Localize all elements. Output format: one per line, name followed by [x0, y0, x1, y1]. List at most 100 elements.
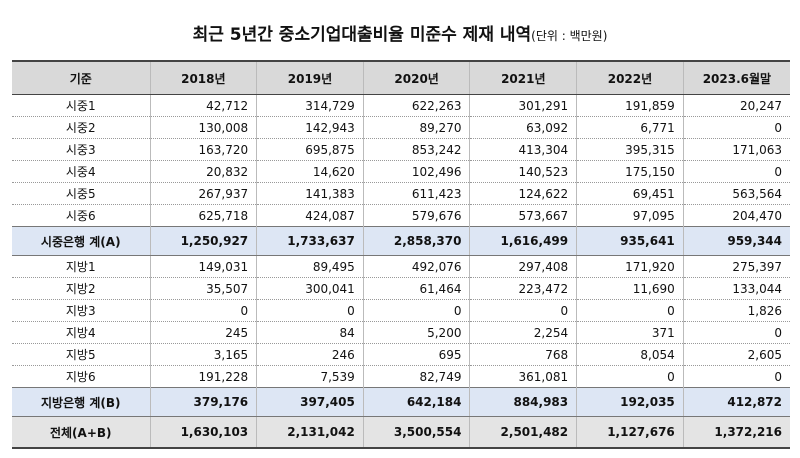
cell: 1,250,927	[149, 226, 258, 256]
row-label: 시중5	[12, 182, 151, 205]
cell: 192,035	[576, 387, 684, 417]
cell: 35,507	[149, 277, 258, 300]
cell: 0	[256, 299, 364, 322]
cell: 2,131,042	[256, 416, 364, 449]
cell: 7,539	[256, 365, 364, 388]
cell: 563,564	[682, 182, 790, 205]
cell: 2,501,482	[469, 416, 578, 449]
cell: 622,263	[362, 94, 471, 117]
cell: 0	[682, 321, 790, 344]
cell: 1,733,637	[256, 226, 364, 256]
cell: 371	[576, 321, 684, 344]
cell: 0	[682, 365, 790, 388]
data-row: 시중3 163,720 695,875 853,242 413,304 395,315 17…	[12, 138, 790, 161]
cell: 935,641	[576, 226, 684, 256]
cell: 1,826	[682, 299, 790, 322]
cell: 141,383	[256, 182, 364, 205]
cell: 82,749	[362, 365, 471, 388]
cell: 5,200	[362, 321, 471, 344]
row-label: 지방은행 계(B)	[12, 387, 151, 417]
data-row: 지방2 35,507 300,041 61,464 223,472 11,690 133,0…	[12, 277, 790, 300]
header-cell: 2019년	[256, 60, 364, 95]
cell: 89,270	[362, 116, 471, 139]
data-row: 시중4 20,832 14,620 102,496 140,523 175,150 0	[12, 160, 790, 183]
cell: 379,176	[149, 387, 258, 417]
cell: 11,690	[576, 277, 684, 300]
cell: 63,092	[469, 116, 578, 139]
row-label: 지방5	[12, 343, 151, 366]
cell: 20,832	[149, 160, 258, 183]
cell: 395,315	[576, 138, 684, 161]
data-row: 시중5 267,937 141,383 611,423 124,622 69,451 563…	[12, 182, 790, 205]
cell: 130,008	[149, 116, 258, 139]
data-row: 시중1 42,712 314,729 622,263 301,291 191,859 20,…	[12, 94, 790, 117]
cell: 89,495	[256, 255, 364, 278]
header-cell: 기준	[12, 60, 151, 95]
row-label: 시중3	[12, 138, 151, 161]
row-label: 시중은행 계(A)	[12, 226, 151, 256]
cell: 171,063	[682, 138, 790, 161]
cell: 1,616,499	[469, 226, 578, 256]
cell: 397,405	[256, 387, 364, 417]
data-row: 지방1 149,031 89,495 492,076 297,408 171,920 275…	[12, 255, 790, 278]
cell: 1,630,103	[149, 416, 258, 449]
header-cell: 2018년	[149, 60, 258, 95]
data-row: 지방5 3,165 246 695 768 8,054 2,605	[12, 343, 790, 366]
cell: 149,031	[149, 255, 258, 278]
header-cell: 2023.6월말	[682, 60, 790, 95]
data-row: 지방6 191,228 7,539 82,749 361,081 0 0	[12, 365, 790, 388]
row-label: 지방2	[12, 277, 151, 300]
cell: 191,228	[149, 365, 258, 388]
cell: 642,184	[362, 387, 471, 417]
subtotal-row: 지방은행 계(B) 379,176 397,405 642,184 884,983 192…	[12, 387, 790, 417]
table-body: 시중1 42,712 314,729 622,263 301,291 191,859 20,…	[12, 94, 790, 449]
data-row: 시중2 130,008 142,943 89,270 63,092 6,771 0	[12, 116, 790, 139]
cell: 8,054	[576, 343, 684, 366]
data-row: 지방3 0 0 0 0 0 1,826	[12, 299, 790, 322]
cell: 361,081	[469, 365, 578, 388]
cell: 625,718	[149, 204, 258, 227]
cell: 492,076	[362, 255, 471, 278]
row-label: 시중4	[12, 160, 151, 183]
cell: 0	[682, 160, 790, 183]
cell: 413,304	[469, 138, 578, 161]
cell: 0	[576, 299, 684, 322]
cell: 3,500,554	[362, 416, 471, 449]
row-label: 지방1	[12, 255, 151, 278]
cell: 424,087	[256, 204, 364, 227]
unit: (단위 : 백만원)	[531, 29, 608, 43]
cell: 3,165	[149, 343, 258, 366]
cell: 245	[149, 321, 258, 344]
total-row: 전체(A+B) 1,630,103 2,131,042 3,500,554 2,501,…	[12, 416, 790, 449]
cell: 97,095	[576, 204, 684, 227]
cell: 768	[469, 343, 578, 366]
cell: 140,523	[469, 160, 578, 183]
cell: 124,622	[469, 182, 578, 205]
cell: 223,472	[469, 277, 578, 300]
cell: 884,983	[469, 387, 578, 417]
cell: 0	[149, 299, 258, 322]
header-cell: 2022년	[576, 60, 684, 95]
cell: 6,771	[576, 116, 684, 139]
cell: 246	[256, 343, 364, 366]
cell: 20,247	[682, 94, 790, 117]
cell: 412,872	[682, 387, 790, 417]
cell: 275,397	[682, 255, 790, 278]
cell: 300,041	[256, 277, 364, 300]
header-row: 기준 2018년 2019년 2020년 2021년 2022년 2023.6월말	[12, 60, 790, 95]
table-header: 기준 2018년 2019년 2020년 2021년 2022년 2023.6월말	[12, 60, 790, 95]
cell: 102,496	[362, 160, 471, 183]
data-row: 시중6 625,718 424,087 579,676 573,667 97,095 204…	[12, 204, 790, 227]
cell: 695	[362, 343, 471, 366]
cell: 301,291	[469, 94, 578, 117]
title: 최근 5년간 중소기업대출비율 미준수 제재 내역	[192, 25, 532, 45]
cell: 0	[362, 299, 471, 322]
header-cell: 2021년	[469, 60, 578, 95]
row-label: 지방4	[12, 321, 151, 344]
cell: 297,408	[469, 255, 578, 278]
cell: 579,676	[362, 204, 471, 227]
cell: 191,859	[576, 94, 684, 117]
subtotal-row: 시중은행 계(A) 1,250,927 1,733,637 2,858,370 1,61…	[12, 226, 790, 256]
cell: 2,605	[682, 343, 790, 366]
